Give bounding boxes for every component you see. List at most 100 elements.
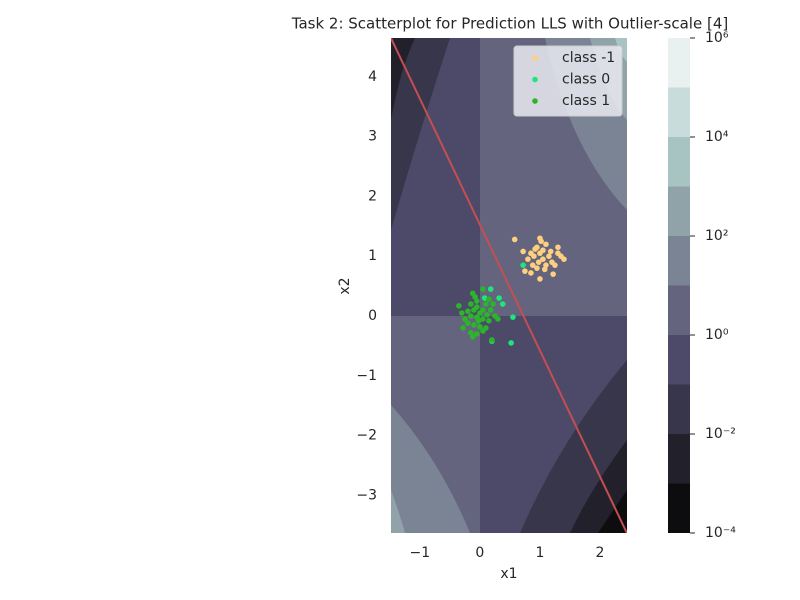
scatter-point <box>499 301 506 307</box>
scatter-point <box>540 247 546 254</box>
colorbar-segment <box>668 483 690 533</box>
scatter-point <box>520 248 526 255</box>
colorbar-tick-label: 10⁰ <box>705 327 729 343</box>
scatter-point <box>531 253 537 260</box>
colorbar-tick-label: 10⁴ <box>705 129 729 145</box>
scatter-point <box>496 295 502 301</box>
scatter-point <box>487 286 494 292</box>
scatter-point <box>525 256 531 262</box>
plot-area <box>391 38 627 533</box>
colorbar-tick-label: 10² <box>705 228 728 244</box>
y-axis-label: x2 <box>337 277 353 294</box>
scatter-point <box>472 294 478 300</box>
scatter-point <box>555 244 561 251</box>
colorbar-segment <box>668 87 690 137</box>
scatter-point <box>550 271 556 277</box>
scatter-point <box>462 316 468 322</box>
colorbar-segment <box>668 236 690 286</box>
scatter-point <box>480 328 486 334</box>
scatter-point <box>469 334 476 340</box>
legend-marker <box>532 98 538 104</box>
scatter-point <box>475 317 482 324</box>
scatter-point <box>487 307 494 313</box>
scatter-point <box>460 325 466 331</box>
y-tick-label: 3 <box>368 129 377 145</box>
scatter-point <box>468 329 474 336</box>
scatter-point <box>477 323 483 330</box>
scatter-point <box>465 308 471 315</box>
legend-marker <box>532 55 538 61</box>
scatter-point <box>561 256 567 262</box>
decision-line <box>391 38 627 533</box>
scatter-point <box>459 310 465 316</box>
scatter-point <box>471 307 477 313</box>
colorbar-segment <box>668 137 690 187</box>
legend-marker <box>532 76 538 83</box>
scatter-point <box>480 316 486 322</box>
colorbar-tick-label: 10⁻⁴ <box>705 525 736 541</box>
x-tick-label: 0 <box>475 545 484 561</box>
scatter-point <box>468 313 474 319</box>
y-tick-label: −2 <box>356 428 377 444</box>
colorbar-segment <box>668 38 690 88</box>
legend-label: class 0 <box>562 72 610 88</box>
legend-label: class -1 <box>562 50 615 66</box>
colorbar-tick-label: 10⁶ <box>705 30 729 46</box>
scatter-point <box>538 238 544 245</box>
scatter-point <box>486 317 492 324</box>
scatter-point <box>480 307 486 313</box>
y-tick-label: −3 <box>356 487 377 503</box>
scatter-point <box>495 316 501 322</box>
y-tick-label: 2 <box>368 188 377 204</box>
scatter-point <box>474 298 480 304</box>
scatter-point <box>520 262 526 268</box>
y-tick-label: −1 <box>356 368 377 384</box>
scatter-point <box>555 250 561 257</box>
legend-label: class 1 <box>562 93 610 109</box>
scatter-point <box>480 286 486 292</box>
colorbar-segment <box>668 434 690 484</box>
y-tick-label: 1 <box>368 248 377 264</box>
scatter-point <box>484 311 490 318</box>
colorbar-tick-label: 10⁻² <box>705 426 736 442</box>
scatter-point <box>471 322 477 328</box>
scatter-point <box>483 301 489 307</box>
scatter-point <box>552 262 558 268</box>
scatter-point <box>456 303 462 309</box>
scatter-point <box>540 256 546 262</box>
legend-box <box>513 45 623 117</box>
colorbar-segment <box>668 285 690 335</box>
scatter-point <box>529 262 536 268</box>
scatter-point <box>535 259 542 265</box>
scatter-point <box>532 246 538 252</box>
y-tick-label: 4 <box>368 69 377 85</box>
colorbar-segment <box>668 186 690 236</box>
y-tick-label: 0 <box>368 308 377 324</box>
scatter-point <box>528 270 534 276</box>
scatter-point <box>541 266 548 273</box>
x-axis-label: x1 <box>500 566 517 582</box>
scatter-point <box>522 268 528 274</box>
scatter-point <box>543 241 549 248</box>
scatter-point <box>486 296 492 303</box>
x-tick-label: 2 <box>596 545 605 561</box>
scatter-point <box>490 301 496 307</box>
x-tick-label: −1 <box>410 545 431 561</box>
colorbar-segment <box>668 384 690 434</box>
colorbar-segment <box>668 335 690 385</box>
scatter-point <box>546 253 552 260</box>
x-tick-label: 1 <box>535 545 544 561</box>
chart-title: Task 2: Scatterplot for Prediction LLS w… <box>291 15 728 33</box>
scatter-point <box>547 248 554 255</box>
scatter-point <box>468 301 474 307</box>
scatter-point <box>481 295 488 301</box>
scatter-point <box>534 265 540 271</box>
scatter-point <box>511 236 518 243</box>
scatter-point <box>537 276 543 282</box>
scatter-point <box>489 337 495 343</box>
scatter-point <box>508 340 514 346</box>
scatter-point <box>465 320 471 326</box>
scatter-point <box>474 331 480 337</box>
scatter-point <box>510 314 516 320</box>
